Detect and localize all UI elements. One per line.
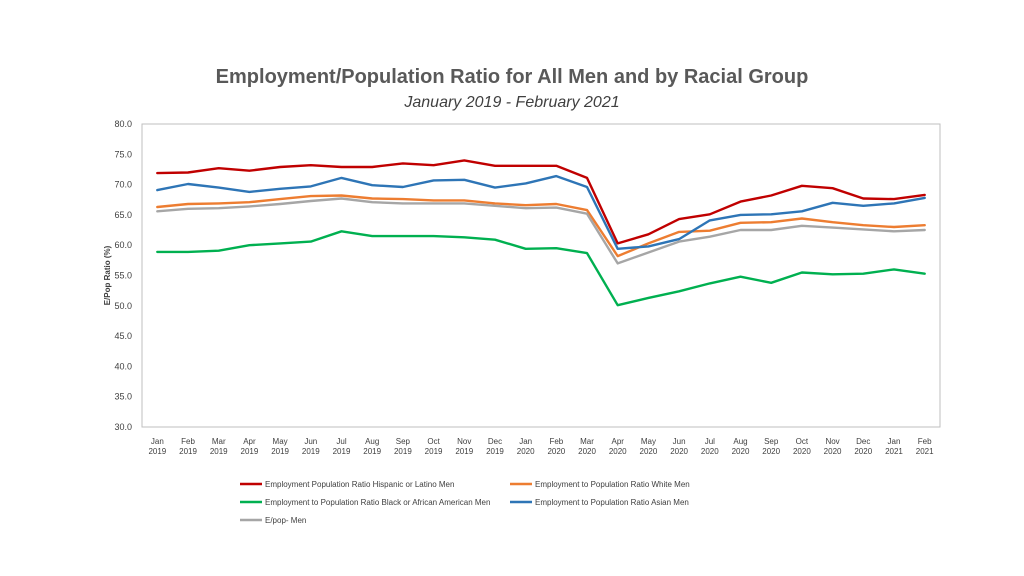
x-tick-label: Jul [705,437,715,446]
x-tick-year: 2020 [854,447,872,456]
x-tick-label: Aug [365,437,379,446]
x-tick-year: 2019 [179,447,197,456]
x-tick-year: 2020 [670,447,688,456]
chart-title: Employment/Population Ratio for All Men … [215,66,809,88]
x-tick-year: 2021 [885,447,903,456]
x-tick-year: 2020 [824,447,842,456]
y-tick-label: 70.0 [114,180,132,190]
x-tick-label: Dec [856,437,870,446]
y-tick-label: 80.0 [114,119,132,129]
y-tick-label: 65.0 [114,210,132,220]
x-tick-year: 2020 [793,447,811,456]
x-tick-year: 2019 [333,447,351,456]
x-tick-year: 2020 [547,447,565,456]
x-tick-label: Feb [918,437,932,446]
x-tick-year: 2020 [578,447,596,456]
y-tick-label: 30.0 [114,422,132,432]
y-tick-label: 50.0 [114,301,132,311]
x-tick-year: 2020 [609,447,627,456]
x-tick-year: 2021 [916,447,934,456]
x-tick-label: Jul [336,437,346,446]
x-tick-label: Sep [764,437,779,446]
x-tick-label: Mar [580,437,594,446]
x-tick-year: 2019 [241,447,259,456]
x-tick-label: Jun [304,437,317,446]
series-line-5 [156,197,926,265]
series-line-3 [156,230,926,307]
x-tick-label: Dec [488,437,502,446]
y-tick-label: 55.0 [114,271,132,281]
x-tick-label: Aug [733,437,747,446]
x-tick-year: 2019 [455,447,473,456]
series-line-4 [156,174,926,251]
x-tick-year: 2020 [701,447,719,456]
x-tick-label: Sep [396,437,411,446]
x-tick-label: May [273,437,288,446]
y-axis-label: E/Pop Ratio (%) [103,245,112,305]
chart-subtitle: January 2019 - February 2021 [404,94,620,111]
y-tick-label: 45.0 [114,331,132,341]
x-tick-label: Jan [151,437,164,446]
x-tick-year: 2019 [425,447,443,456]
x-tick-year: 2019 [210,447,228,456]
x-tick-label: Mar [212,437,226,446]
x-tick-year: 2019 [148,447,166,456]
x-tick-label: Jan [519,437,532,446]
x-tick-label: Oct [796,437,809,446]
x-tick-label: May [641,437,656,446]
x-tick-year: 2020 [517,447,535,456]
legend-label: Employment to Population Ratio White Men [535,480,690,489]
legend-label: E/pop- Men [265,516,306,525]
series-line-1 [156,159,926,245]
x-tick-label: Feb [181,437,195,446]
legend-label: Employment Population Ratio Hispanic or … [265,480,454,489]
legend-label: Employment to Population Ratio Black or … [265,498,490,507]
x-tick-label: Jan [888,437,901,446]
x-tick-year: 2020 [762,447,780,456]
y-tick-label: 40.0 [114,361,132,371]
x-tick-year: 2020 [732,447,750,456]
x-tick-year: 2019 [394,447,412,456]
x-tick-label: Apr [243,437,256,446]
x-tick-label: Nov [457,437,471,446]
x-tick-label: Apr [612,437,625,446]
plot-area [141,123,941,428]
x-tick-year: 2019 [486,447,504,456]
y-tick-label: 60.0 [114,240,132,250]
legend-label: Employment to Population Ratio Asian Men [535,498,689,507]
x-tick-label: Feb [549,437,563,446]
x-tick-label: Jun [673,437,686,446]
x-tick-label: Oct [427,437,440,446]
x-tick-year: 2020 [640,447,658,456]
x-tick-year: 2019 [271,447,289,456]
x-tick-label: Nov [825,437,839,446]
y-tick-label: 35.0 [114,392,132,402]
y-tick-label: 75.0 [114,149,132,159]
series-line-2 [156,194,926,258]
x-tick-year: 2019 [302,447,320,456]
x-tick-year: 2019 [363,447,381,456]
